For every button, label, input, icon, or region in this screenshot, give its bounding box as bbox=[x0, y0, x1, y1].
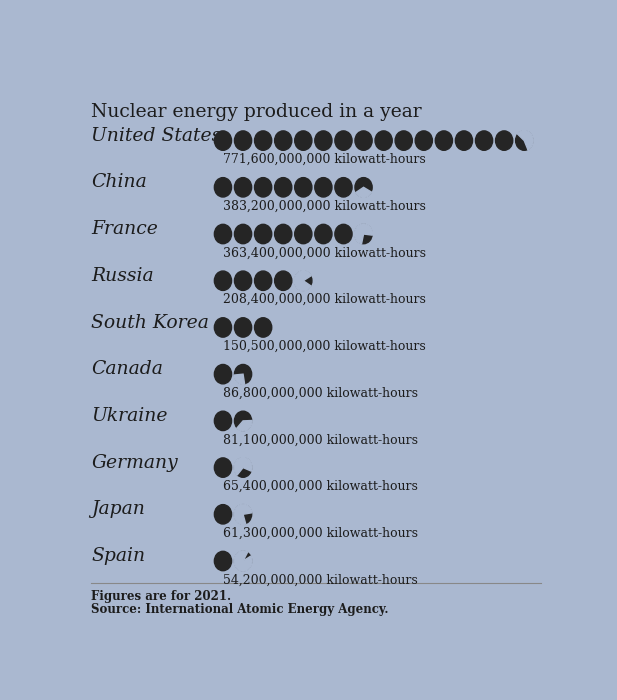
Circle shape bbox=[295, 224, 312, 244]
Circle shape bbox=[214, 271, 231, 290]
Circle shape bbox=[214, 552, 231, 570]
Wedge shape bbox=[234, 374, 244, 384]
Text: 383,200,000,000 kilowatt-hours: 383,200,000,000 kilowatt-hours bbox=[223, 199, 426, 213]
Circle shape bbox=[234, 271, 252, 290]
Circle shape bbox=[255, 224, 271, 244]
Text: Canada: Canada bbox=[91, 360, 164, 378]
Circle shape bbox=[275, 178, 292, 197]
Circle shape bbox=[395, 131, 412, 150]
Circle shape bbox=[315, 178, 332, 197]
Circle shape bbox=[455, 131, 473, 150]
Circle shape bbox=[234, 458, 252, 477]
Wedge shape bbox=[355, 224, 373, 244]
Circle shape bbox=[234, 224, 252, 244]
Circle shape bbox=[495, 131, 513, 150]
Circle shape bbox=[255, 318, 271, 337]
Text: 150,500,000,000 kilowatt-hours: 150,500,000,000 kilowatt-hours bbox=[223, 340, 426, 353]
Circle shape bbox=[234, 411, 252, 430]
Wedge shape bbox=[234, 457, 252, 475]
Circle shape bbox=[435, 131, 452, 150]
Circle shape bbox=[234, 178, 252, 197]
Wedge shape bbox=[356, 188, 371, 197]
Text: 54,200,000,000 kilowatt-hours: 54,200,000,000 kilowatt-hours bbox=[223, 573, 418, 587]
Circle shape bbox=[234, 505, 252, 524]
Text: China: China bbox=[91, 174, 147, 192]
Text: Germany: Germany bbox=[91, 454, 178, 472]
Text: Figures are for 2021.: Figures are for 2021. bbox=[91, 589, 231, 603]
Wedge shape bbox=[237, 421, 252, 431]
Circle shape bbox=[214, 131, 231, 150]
Circle shape bbox=[516, 131, 533, 150]
Circle shape bbox=[375, 131, 392, 150]
Text: United States: United States bbox=[91, 127, 222, 145]
Circle shape bbox=[295, 178, 312, 197]
Circle shape bbox=[315, 131, 332, 150]
Circle shape bbox=[335, 224, 352, 244]
Text: 86,800,000,000 kilowatt-hours: 86,800,000,000 kilowatt-hours bbox=[223, 386, 418, 400]
Circle shape bbox=[255, 178, 271, 197]
Circle shape bbox=[214, 178, 231, 197]
Circle shape bbox=[214, 458, 231, 477]
Wedge shape bbox=[234, 504, 252, 524]
Circle shape bbox=[255, 271, 271, 290]
Circle shape bbox=[214, 318, 231, 337]
Text: Nuclear energy produced in a year: Nuclear energy produced in a year bbox=[91, 103, 422, 121]
Circle shape bbox=[355, 131, 372, 150]
Circle shape bbox=[315, 224, 332, 244]
Circle shape bbox=[275, 224, 292, 244]
Text: Spain: Spain bbox=[91, 547, 146, 565]
Circle shape bbox=[295, 131, 312, 150]
Circle shape bbox=[234, 318, 252, 337]
Text: 771,600,000,000 kilowatt-hours: 771,600,000,000 kilowatt-hours bbox=[223, 153, 426, 166]
Circle shape bbox=[234, 365, 252, 384]
Circle shape bbox=[214, 505, 231, 524]
Circle shape bbox=[234, 552, 252, 570]
Circle shape bbox=[275, 271, 292, 290]
Text: 65,400,000,000 kilowatt-hours: 65,400,000,000 kilowatt-hours bbox=[223, 480, 418, 493]
Text: 61,300,000,000 kilowatt-hours: 61,300,000,000 kilowatt-hours bbox=[223, 526, 418, 540]
Text: 81,100,000,000 kilowatt-hours: 81,100,000,000 kilowatt-hours bbox=[223, 433, 418, 447]
Circle shape bbox=[214, 411, 231, 430]
Circle shape bbox=[355, 224, 372, 244]
Text: Japan: Japan bbox=[91, 500, 146, 519]
Circle shape bbox=[275, 131, 292, 150]
Text: Source: International Atomic Energy Agency.: Source: International Atomic Energy Agen… bbox=[91, 603, 389, 615]
Text: Ukraine: Ukraine bbox=[91, 407, 168, 425]
Text: France: France bbox=[91, 220, 159, 238]
Circle shape bbox=[355, 178, 372, 197]
Circle shape bbox=[476, 131, 492, 150]
Wedge shape bbox=[294, 270, 311, 291]
Circle shape bbox=[295, 271, 312, 290]
Circle shape bbox=[234, 131, 252, 150]
Text: Russia: Russia bbox=[91, 267, 154, 285]
Text: South Korea: South Korea bbox=[91, 314, 209, 332]
Text: 363,400,000,000 kilowatt-hours: 363,400,000,000 kilowatt-hours bbox=[223, 246, 426, 260]
Wedge shape bbox=[518, 130, 533, 150]
Circle shape bbox=[335, 131, 352, 150]
Circle shape bbox=[415, 131, 433, 150]
Wedge shape bbox=[234, 551, 252, 571]
Text: 208,400,000,000 kilowatt-hours: 208,400,000,000 kilowatt-hours bbox=[223, 293, 426, 306]
Circle shape bbox=[255, 131, 271, 150]
Circle shape bbox=[214, 365, 231, 384]
Circle shape bbox=[214, 224, 231, 244]
Circle shape bbox=[335, 178, 352, 197]
